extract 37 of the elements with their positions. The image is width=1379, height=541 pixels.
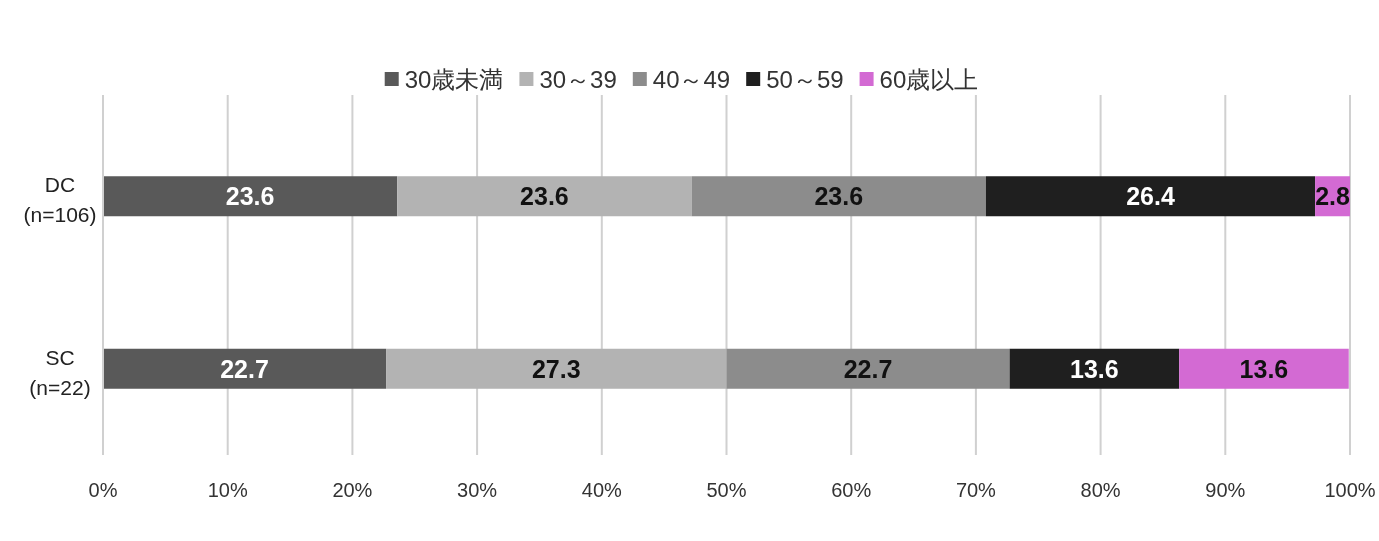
legend-label: 60歳以上 (879, 66, 979, 93)
bar (985, 176, 1316, 217)
x-tick-label: 40% (581, 479, 623, 501)
bar (726, 348, 1010, 389)
x-tick-label: 100% (1324, 479, 1376, 501)
data-label: 22.7 (843, 354, 893, 383)
x-tick-label: 10% (207, 479, 248, 501)
bar (103, 176, 398, 217)
bar (1179, 348, 1349, 389)
data-label: 26.4 (1126, 182, 1175, 211)
legend-label: 30～39 (539, 66, 617, 93)
data-label: 13.6 (1239, 354, 1289, 383)
data-label: 23.6 (520, 182, 569, 211)
x-tick-label: 50% (706, 479, 747, 501)
bar (1009, 348, 1180, 389)
legend-label: 40～49 (652, 66, 731, 93)
bar (386, 348, 727, 389)
bar (397, 176, 692, 217)
legend-label: 30歳未満 (404, 66, 504, 93)
x-tick-label: 80% (1080, 479, 1121, 501)
data-label: 23.6 (814, 182, 864, 211)
x-tick-label: 30% (457, 479, 498, 501)
bar (691, 176, 986, 217)
bar (103, 348, 387, 389)
x-tick-label: 60% (831, 479, 872, 501)
x-tick-label: 90% (1205, 479, 1246, 501)
data-label: 22.7 (220, 354, 269, 383)
data-label: 23.6 (225, 182, 275, 211)
x-tick-label: 70% (955, 479, 997, 501)
data-label: 27.3 (531, 354, 581, 383)
data-label: 2.8 (1315, 182, 1351, 211)
data-label: 13.6 (1070, 354, 1119, 383)
legend-label: 50～59 (766, 66, 844, 93)
y-tick-label: DC (n=106) (23, 173, 97, 227)
y-tick-label: SC (n=22) (29, 345, 91, 399)
x-tick-label: 0% (88, 479, 118, 501)
x-tick-label: 20% (332, 479, 373, 501)
